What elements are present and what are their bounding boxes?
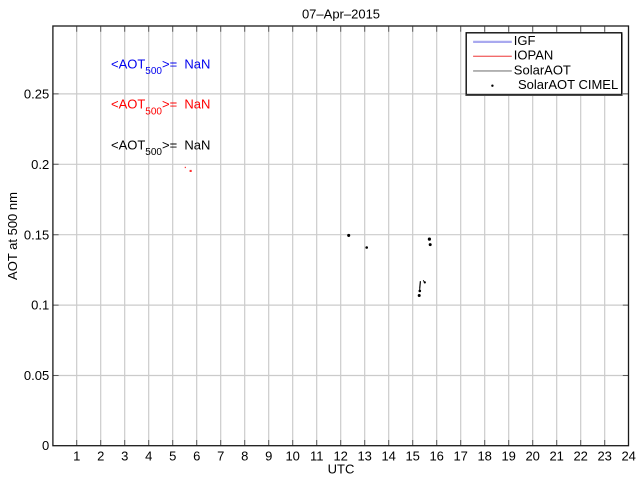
svg-text:SolarAOT: SolarAOT [514, 62, 571, 77]
svg-text:<AOT: <AOT [111, 97, 145, 112]
svg-text:2: 2 [97, 449, 104, 464]
svg-text:16: 16 [429, 449, 443, 464]
svg-text:>= NaN: >= NaN [162, 56, 210, 71]
svg-text:17: 17 [453, 449, 467, 464]
svg-text:6: 6 [193, 449, 200, 464]
svg-text:23: 23 [597, 449, 611, 464]
svg-text:<AOT: <AOT [111, 56, 145, 71]
svg-text:>= NaN: >= NaN [162, 97, 210, 112]
svg-text:500: 500 [145, 106, 162, 117]
svg-text:0.2: 0.2 [31, 157, 49, 172]
svg-text:500: 500 [145, 147, 162, 158]
svg-text:24: 24 [621, 449, 635, 464]
svg-text:20: 20 [525, 449, 539, 464]
svg-text:0.15: 0.15 [24, 227, 49, 242]
svg-text:IGF: IGF [514, 33, 536, 48]
svg-text:>= NaN: >= NaN [162, 138, 210, 153]
svg-text:9: 9 [265, 449, 272, 464]
svg-text:0.05: 0.05 [24, 368, 49, 383]
svg-text:7: 7 [217, 449, 224, 464]
svg-text:18: 18 [477, 449, 491, 464]
svg-text:07–Apr–2015: 07–Apr–2015 [302, 6, 380, 21]
svg-text:21: 21 [549, 449, 563, 464]
svg-text:0.25: 0.25 [24, 87, 49, 102]
svg-text:5: 5 [169, 449, 176, 464]
svg-text:3: 3 [121, 449, 128, 464]
svg-text:0: 0 [42, 438, 49, 453]
svg-text:AOT at 500 nm: AOT at 500 nm [5, 192, 20, 280]
svg-text:4: 4 [145, 449, 152, 464]
svg-text:0.1: 0.1 [31, 298, 49, 313]
svg-text:8: 8 [241, 449, 248, 464]
svg-text:500: 500 [145, 66, 162, 77]
svg-text:10: 10 [285, 449, 299, 464]
svg-text:22: 22 [573, 449, 587, 464]
svg-text:<AOT: <AOT [111, 138, 145, 153]
svg-text:15: 15 [405, 449, 419, 464]
svg-text:UTC: UTC [328, 461, 355, 476]
svg-text:13: 13 [357, 449, 371, 464]
svg-text:11: 11 [310, 449, 324, 464]
svg-text:1: 1 [73, 449, 80, 464]
svg-text:IOPAN: IOPAN [514, 48, 554, 63]
svg-text:SolarAOT CIMEL: SolarAOT CIMEL [518, 77, 618, 92]
svg-text:12: 12 [333, 449, 347, 464]
svg-text:14: 14 [381, 449, 395, 464]
svg-text:19: 19 [501, 449, 515, 464]
